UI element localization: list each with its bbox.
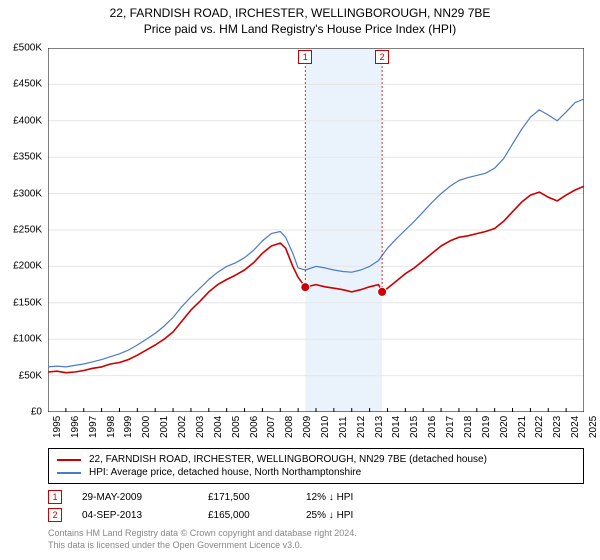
chart-subtitle: Price paid vs. HM Land Registry's House … xyxy=(0,22,600,36)
chart-titles: 22, FARNDISH ROAD, IRCHESTER, WELLINGBOR… xyxy=(0,0,600,36)
chart-svg xyxy=(48,48,584,412)
x-axis-tick-label: 2003 xyxy=(195,416,206,438)
x-axis-tick-label: 1995 xyxy=(52,416,63,438)
sale-marker-cell: 2 xyxy=(48,508,62,522)
footer-line-1: Contains HM Land Registry data © Crown c… xyxy=(48,528,584,540)
sale-diff-hpi: 12% ↓ HPI xyxy=(306,492,426,503)
y-axis-tick-label: £100K xyxy=(13,334,42,345)
x-axis-tick-label: 2000 xyxy=(141,416,152,438)
x-axis-tick-label: 2022 xyxy=(534,416,545,438)
x-axis-tick-label: 2005 xyxy=(231,416,242,438)
y-axis-tick-label: £150K xyxy=(13,297,42,308)
x-axis-tick-label: 1996 xyxy=(70,416,81,438)
chart-plot-area: 12 xyxy=(48,48,584,412)
x-axis-tick-label: 2023 xyxy=(552,416,563,438)
y-axis-tick-label: £250K xyxy=(13,225,42,236)
legend-item: HPI: Average price, detached house, Nort… xyxy=(57,466,575,479)
x-axis-tick-label: 2012 xyxy=(356,416,367,438)
x-axis-tick-label: 2009 xyxy=(302,416,313,438)
sale-price: £165,000 xyxy=(208,510,298,521)
x-axis-tick-label: 2002 xyxy=(177,416,188,438)
x-axis-tick-label: 2013 xyxy=(374,416,385,438)
y-axis-tick-label: £400K xyxy=(13,115,42,126)
x-axis-tick-label: 1998 xyxy=(106,416,117,438)
x-axis-tick-label: 2017 xyxy=(445,416,456,438)
sale-marker-flag: 1 xyxy=(298,50,312,64)
x-axis-tick-label: 2025 xyxy=(588,416,599,438)
x-axis-labels: 1995 1996 1997 1998 1999 2000 2001 2002 2003 2004… xyxy=(48,412,584,442)
sale-diff-hpi: 25% ↓ HPI xyxy=(306,510,426,521)
x-axis-tick-label: 2016 xyxy=(427,416,438,438)
x-axis-tick-label: 2010 xyxy=(320,416,331,438)
x-axis-tick-label: 2024 xyxy=(570,416,581,438)
footer-line-2: This data is licensed under the Open Gov… xyxy=(48,540,584,552)
x-axis-tick-label: 2007 xyxy=(266,416,277,438)
legend-item: 22, FARNDISH ROAD, IRCHESTER, WELLINGBOR… xyxy=(57,453,575,466)
y-axis-tick-label: £350K xyxy=(13,152,42,163)
footer-attribution: Contains HM Land Registry data © Crown c… xyxy=(48,528,584,551)
x-axis-tick-label: 2008 xyxy=(284,416,295,438)
legend: 22, FARNDISH ROAD, IRCHESTER, WELLINGBOR… xyxy=(48,448,584,484)
x-axis-tick-label: 1999 xyxy=(123,416,134,438)
x-axis-tick-label: 1997 xyxy=(88,416,99,438)
sale-price: £171,500 xyxy=(208,492,298,503)
legend-label: 22, FARNDISH ROAD, IRCHESTER, WELLINGBOR… xyxy=(89,454,487,465)
sale-row: 2 04-SEP-2013 £165,000 25% ↓ HPI xyxy=(48,506,584,524)
y-axis-tick-label: £0 xyxy=(31,407,42,418)
x-axis-tick-label: 2021 xyxy=(517,416,528,438)
y-axis-tick-label: £450K xyxy=(13,79,42,90)
x-axis-tick-label: 2018 xyxy=(463,416,474,438)
y-axis-labels: £0£50K£100K£150K£200K£250K£300K£350K£400… xyxy=(0,48,46,412)
x-axis-tick-label: 2015 xyxy=(409,416,420,438)
x-axis-tick-label: 2011 xyxy=(338,416,349,438)
x-axis-tick-label: 2020 xyxy=(499,416,510,438)
x-axis-tick-label: 2001 xyxy=(159,416,170,438)
sales-table: 1 29-MAY-2009 £171,500 12% ↓ HPI 2 04-SEP-201… xyxy=(48,488,584,524)
x-axis-tick-label: 2014 xyxy=(391,416,402,438)
sale-date: 29-MAY-2009 xyxy=(70,492,200,503)
x-axis-tick-label: 2006 xyxy=(249,416,260,438)
sale-marker-flag: 2 xyxy=(375,50,389,64)
x-axis-tick-label: 2004 xyxy=(213,416,224,438)
chart-title: 22, FARNDISH ROAD, IRCHESTER, WELLINGBOR… xyxy=(0,6,600,20)
legend-swatch xyxy=(57,472,81,474)
sale-row: 1 29-MAY-2009 £171,500 12% ↓ HPI xyxy=(48,488,584,506)
sale-date: 04-SEP-2013 xyxy=(70,510,200,521)
legend-swatch xyxy=(57,459,81,461)
y-axis-tick-label: £200K xyxy=(13,261,42,272)
y-axis-tick-label: £50K xyxy=(19,370,42,381)
y-axis-tick-label: £300K xyxy=(13,188,42,199)
y-axis-tick-label: £500K xyxy=(13,43,42,54)
legend-label: HPI: Average price, detached house, Nort… xyxy=(89,467,361,478)
sale-marker-cell: 1 xyxy=(48,490,62,504)
x-axis-tick-label: 2019 xyxy=(481,416,492,438)
